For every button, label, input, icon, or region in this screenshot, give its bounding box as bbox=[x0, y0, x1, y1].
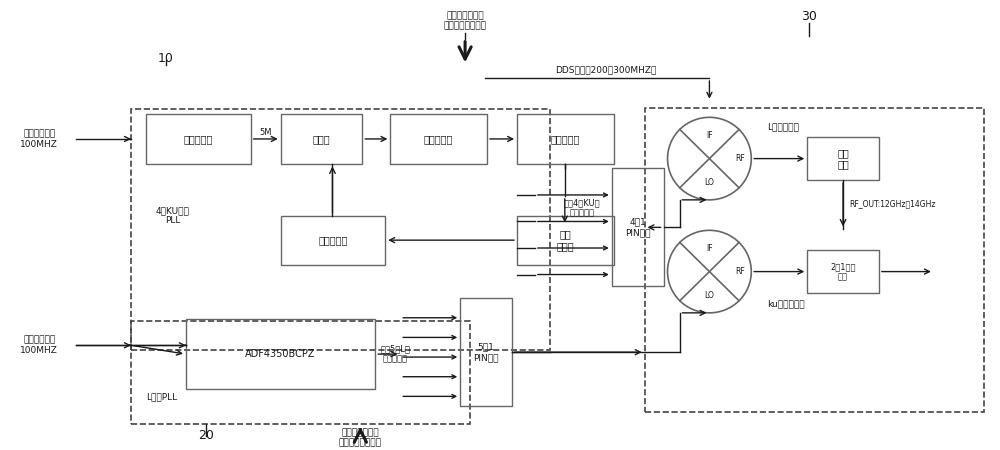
Bar bbox=[807, 137, 879, 180]
Text: 30: 30 bbox=[801, 9, 817, 22]
Text: 20: 20 bbox=[198, 429, 214, 442]
Text: ku波段混频器: ku波段混频器 bbox=[767, 300, 805, 309]
Text: 4选1
PIN开关: 4选1 PIN开关 bbox=[625, 218, 650, 237]
Text: 微带
滤波器: 微带 滤波器 bbox=[557, 230, 574, 251]
Text: 5M: 5M bbox=[259, 127, 272, 136]
Text: 鉴相器: 鉴相器 bbox=[313, 134, 330, 144]
Bar bbox=[281, 216, 385, 265]
Text: 基准分频器: 基准分频器 bbox=[184, 134, 213, 144]
Bar bbox=[807, 250, 879, 293]
Text: DDS信号（200～300MHZ）: DDS信号（200～300MHZ） bbox=[555, 66, 656, 75]
Text: L波段混频器: L波段混频器 bbox=[767, 123, 799, 132]
Bar bbox=[460, 298, 512, 406]
Text: 4路KU波段
PLL: 4路KU波段 PLL bbox=[156, 206, 190, 225]
Text: LO: LO bbox=[704, 178, 714, 187]
Bar bbox=[146, 114, 251, 163]
Text: 环内分频器: 环内分频器 bbox=[318, 235, 348, 245]
Text: 分频比控制信号
（来自数字部分）: 分频比控制信号 （来自数字部分） bbox=[339, 428, 382, 447]
Bar bbox=[131, 109, 550, 350]
Text: 2选1开关
滤波: 2选1开关 滤波 bbox=[830, 262, 856, 281]
Text: L波段PLL: L波段PLL bbox=[146, 392, 177, 401]
Text: 环路滤波器: 环路滤波器 bbox=[424, 134, 453, 144]
Text: 外部输入时钟
100MHZ: 外部输入时钟 100MHZ bbox=[20, 336, 58, 355]
Bar bbox=[612, 168, 664, 286]
Text: 压控振荡器: 压控振荡器 bbox=[551, 134, 580, 144]
Text: 分频比控制信号
（来自数字部分）: 分频比控制信号 （来自数字部分） bbox=[444, 11, 487, 31]
Text: IF: IF bbox=[706, 130, 713, 140]
Bar bbox=[517, 216, 614, 265]
Bar bbox=[186, 319, 375, 390]
Text: RF_OUT:12GHz～14GHz: RF_OUT:12GHz～14GHz bbox=[849, 199, 936, 208]
Text: 外部输入时钟
100MHZ: 外部输入时钟 100MHZ bbox=[20, 129, 58, 148]
Text: LO: LO bbox=[704, 291, 714, 300]
Bar bbox=[517, 114, 614, 163]
Bar bbox=[645, 108, 984, 412]
Text: IF: IF bbox=[706, 243, 713, 252]
Bar bbox=[281, 114, 362, 163]
Text: ADF4350BCPZ: ADF4350BCPZ bbox=[245, 349, 316, 359]
Bar bbox=[131, 321, 470, 424]
Text: 10: 10 bbox=[158, 52, 174, 65]
Bar bbox=[390, 114, 487, 163]
Text: RF: RF bbox=[735, 267, 745, 276]
Text: 产生5路L波
段本振信号: 产生5路L波 段本振信号 bbox=[380, 344, 410, 364]
Text: 5选1
PIN开关: 5选1 PIN开关 bbox=[473, 342, 499, 362]
Text: 产生4路KU波
段本振信号: 产生4路KU波 段本振信号 bbox=[563, 198, 600, 217]
Text: 滤波
放大: 滤波 放大 bbox=[837, 148, 849, 169]
Text: RF: RF bbox=[735, 154, 745, 163]
